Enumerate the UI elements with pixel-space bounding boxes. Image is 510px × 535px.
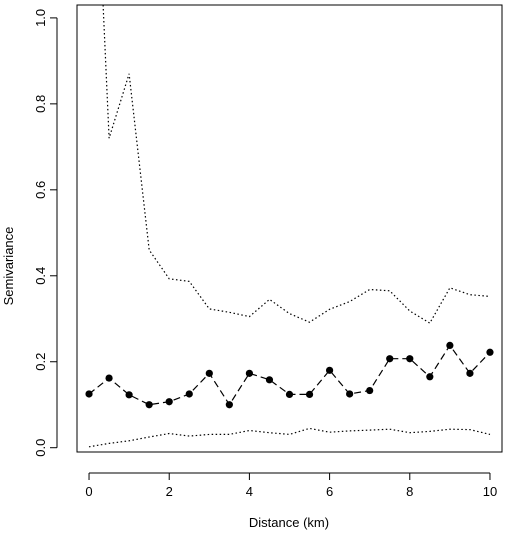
series-0-point-10 xyxy=(285,390,294,399)
series-0-point-8 xyxy=(245,369,254,377)
y-tick-label-3: 0.6 xyxy=(33,181,48,199)
series-0-point-9 xyxy=(265,376,274,384)
series-1 xyxy=(102,5,491,324)
series-0-point-18 xyxy=(446,341,454,350)
series-0-point-4 xyxy=(165,398,173,406)
series-0-point-20 xyxy=(486,348,494,356)
y-tick-label-2: 0.4 xyxy=(33,267,48,285)
plot-area xyxy=(76,4,503,453)
y-tick-label-0: 0.0 xyxy=(33,439,48,457)
series-2-line xyxy=(88,427,491,448)
y-axis-title: Semivariance xyxy=(1,227,16,306)
series-2 xyxy=(88,427,491,448)
series-0-point-2 xyxy=(125,391,133,399)
series-0-point-5 xyxy=(185,390,193,398)
series-0-point-3 xyxy=(145,401,153,409)
series-0-point-7 xyxy=(225,401,233,409)
series-0-point-14 xyxy=(366,386,374,395)
series-0-point-1 xyxy=(105,374,113,382)
x-tick-label-0: 0 xyxy=(85,484,92,499)
y-axis: 0.0 0.2 0.4 0.6 0.8 1.0 xyxy=(33,9,58,457)
series-layer xyxy=(85,5,494,448)
y-tick-label-5: 1.0 xyxy=(33,9,48,27)
x-tick-label-10: 10 xyxy=(483,484,497,499)
series-0-point-13 xyxy=(346,390,354,398)
series-1-line xyxy=(102,5,491,324)
series-0-point-17 xyxy=(426,373,434,381)
x-axis: 0 2 4 6 8 10 xyxy=(85,472,497,499)
series-0-point-11 xyxy=(305,390,314,399)
series-0-point-6 xyxy=(205,369,213,377)
x-axis-title: Distance (km) xyxy=(249,515,329,530)
series-0-point-15 xyxy=(386,355,394,363)
series-0-point-16 xyxy=(406,355,414,363)
plot-frame xyxy=(76,4,503,453)
x-tick-label-6: 6 xyxy=(326,484,333,499)
y-tick-label-4: 0.8 xyxy=(33,95,48,113)
y-tick-label-1: 0.2 xyxy=(33,353,48,371)
series-0-point-0 xyxy=(85,390,93,398)
x-tick-label-8: 8 xyxy=(406,484,413,499)
series-0-point-12 xyxy=(325,366,334,374)
series-0 xyxy=(85,341,494,409)
series-0-point-19 xyxy=(466,369,474,377)
x-tick-label-4: 4 xyxy=(246,484,253,499)
x-tick-label-2: 2 xyxy=(166,484,173,499)
